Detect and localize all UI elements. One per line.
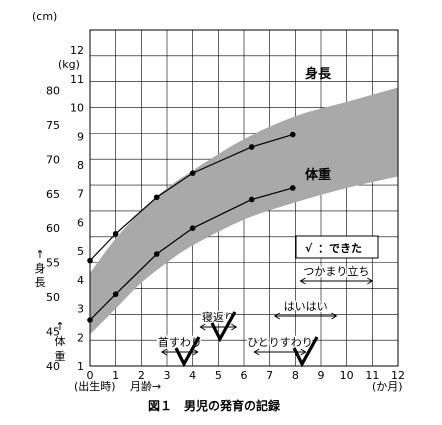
milestone-arrow-right-1	[231, 323, 238, 331]
point-weight-3	[189, 225, 196, 231]
weight-tick-11: 11	[70, 73, 84, 86]
height-tick-80: 80	[46, 84, 60, 97]
weight-tick-5: 5	[77, 245, 84, 258]
height-tick-40: 40	[46, 360, 60, 373]
legend-check-icon: √	[305, 242, 313, 255]
weight-tick-3: 3	[77, 303, 84, 316]
milestone-arrow-left-1	[199, 323, 206, 331]
legend: √ ：できた	[295, 235, 379, 259]
x-tick-5: 5	[215, 369, 222, 382]
milestone-label-3: はいはい	[284, 300, 328, 313]
x-tick-8: 8	[292, 369, 299, 382]
height-tick-75: 75	[46, 119, 60, 132]
milestone-label-1: 寝返り	[202, 310, 235, 324]
milestone-arrow-left-0	[160, 348, 168, 356]
milestone-check-icon-0	[174, 336, 201, 368]
x-unit-label: (か月)	[372, 380, 403, 393]
weight-tick-9: 9	[77, 130, 84, 143]
band-weight	[90, 87, 398, 335]
milestone-label-0: 首すわり	[158, 335, 202, 349]
x-tick-6: 6	[241, 369, 248, 382]
series-lines	[87, 131, 296, 323]
weight-unit-label: (kg)	[58, 58, 80, 71]
birth-label: (出生時)	[74, 379, 116, 393]
milestone-arrow-right-4	[367, 277, 374, 285]
height-tick-65: 65	[46, 188, 60, 201]
milestone-check-icon-1	[210, 311, 237, 343]
x-tick-4: 4	[189, 369, 196, 382]
x-tick-3: 3	[164, 369, 171, 382]
height-tick-45: 45	[46, 326, 60, 339]
point-height-3	[189, 170, 196, 176]
weight-axis-label-2: 重	[55, 349, 66, 363]
weight-axis-label-0: ↑	[55, 320, 64, 333]
x-tick-9: 9	[318, 369, 325, 382]
height-tick-60: 60	[46, 222, 60, 235]
age-label: 月齢→	[130, 379, 161, 393]
plot-frame	[89, 29, 399, 367]
x-tick-10: 10	[340, 369, 354, 382]
x-tick-7: 7	[266, 369, 273, 382]
milestone-arrow-right-0	[192, 348, 199, 356]
milestone-label-2: ひとりすわり	[247, 336, 313, 349]
weight-tick-2: 2	[77, 331, 84, 344]
weight-series-label: 体重	[305, 167, 331, 183]
milestone-arrow-right-2	[300, 348, 307, 356]
x-tick-11: 11	[365, 369, 379, 382]
series-line-weight	[89, 187, 293, 321]
height-axis-label-2: 長	[35, 276, 46, 289]
weight-tick-8: 8	[77, 159, 84, 172]
point-weight-2	[153, 251, 160, 257]
milestone-check-icon-2	[292, 336, 319, 368]
x-tick-2: 2	[138, 369, 145, 382]
height-tick-70: 70	[46, 153, 60, 166]
x-tick-12: 12	[391, 369, 405, 382]
legend-box	[295, 235, 379, 259]
weight-tick-1: 1	[77, 360, 84, 373]
height-axis-label-0: ↑	[35, 248, 44, 261]
point-weight-4	[248, 196, 255, 203]
weight-tick-4: 4	[77, 274, 84, 287]
percentile-bands	[90, 87, 398, 335]
point-weight-1	[112, 291, 119, 298]
height-tick-50: 50	[46, 291, 60, 304]
point-weight-5	[289, 185, 296, 191]
weight-tick-12: 12	[70, 44, 84, 57]
x-tick-0: 0	[87, 369, 94, 382]
point-height-4	[248, 144, 255, 150]
milestone-label-4: つかまり立ち	[303, 264, 369, 278]
milestone-arrow-left-4	[299, 277, 306, 285]
x-tick-1: 1	[112, 369, 119, 382]
milestone-arrow-right-3	[331, 312, 338, 320]
figure-caption: 図１ 男児の発育の記録	[148, 398, 281, 413]
weight-tick-6: 6	[77, 216, 84, 229]
milestone-arrow-left-2	[253, 348, 260, 356]
point-height-2	[153, 194, 160, 201]
point-height-5	[289, 131, 296, 138]
weight-axis-label-1: 体	[55, 334, 66, 348]
legend-text: ：できた	[318, 242, 362, 255]
milestone-arrow-left-3	[273, 312, 281, 320]
weight-tick-10: 10	[70, 102, 84, 115]
height-tick-55: 55	[46, 257, 60, 270]
weight-tick-7: 7	[77, 188, 84, 201]
height-series-label: 身長	[305, 66, 332, 82]
height-unit-label: (cm)	[32, 10, 57, 23]
series-line-height	[89, 133, 293, 262]
point-height-1	[112, 230, 119, 237]
height-axis-label-1: 身	[35, 261, 46, 275]
